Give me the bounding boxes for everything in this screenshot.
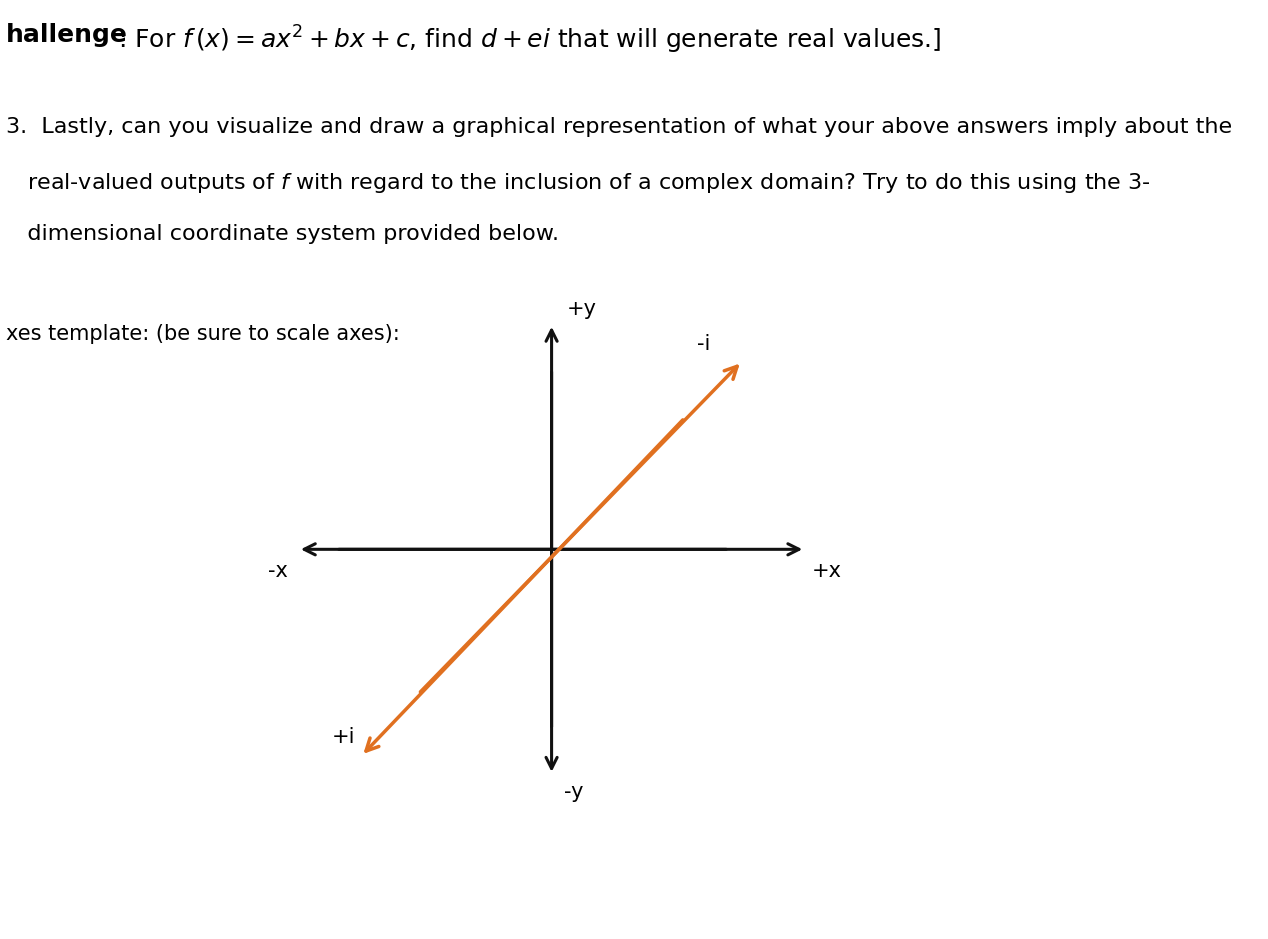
Text: +x: +x (812, 561, 842, 580)
Text: -x: -x (268, 561, 288, 580)
Text: : For $f\,(x) = ax^2 + bx + c$, find $d + ei$ that will generate real values.]: : For $f\,(x) = ax^2 + bx + c$, find $d … (118, 23, 941, 55)
Text: +i: +i (331, 727, 355, 747)
Text: hallenge: hallenge (6, 23, 128, 48)
Text: dimensional coordinate system provided below.: dimensional coordinate system provided b… (6, 224, 559, 244)
Text: -i: -i (696, 334, 710, 354)
Text: real-valued outputs of $f$ with regard to the inclusion of a complex domain? Try: real-valued outputs of $f$ with regard t… (6, 171, 1151, 195)
Text: xes template: (be sure to scale axes):: xes template: (be sure to scale axes): (6, 324, 401, 344)
Text: -y: -y (564, 782, 583, 802)
Text: 3.  Lastly, can you visualize and draw a graphical representation of what your a: 3. Lastly, can you visualize and draw a … (6, 117, 1232, 137)
Text: +y: +y (567, 300, 597, 319)
